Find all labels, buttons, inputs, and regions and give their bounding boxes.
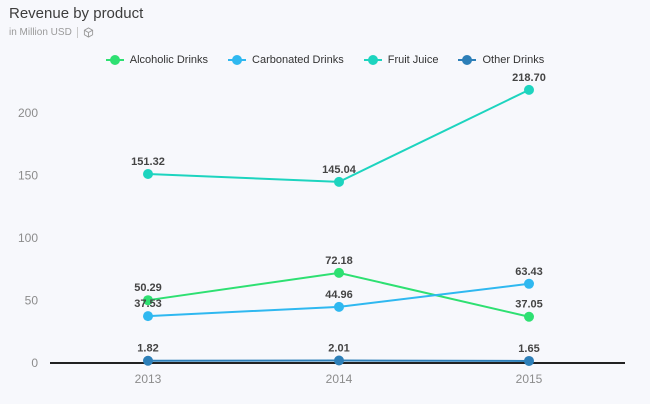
data-label: 72.18 <box>325 255 353 267</box>
data-point[interactable] <box>143 355 153 366</box>
data-label: 37.53 <box>134 298 162 310</box>
x-tick-label: 2014 <box>326 372 353 386</box>
data-label: 1.82 <box>137 343 158 355</box>
legend-label: Alcoholic Drinks <box>129 54 209 66</box>
legend-item[interactable]: Carbonated Drinks <box>228 54 344 66</box>
y-tick-label: 50 <box>25 294 39 308</box>
data-point[interactable] <box>143 169 153 180</box>
y-tick-label: 100 <box>18 231 38 245</box>
data-point[interactable] <box>143 295 153 306</box>
y-tick-label: 0 <box>31 356 38 370</box>
legend-marker <box>105 55 124 65</box>
data-point[interactable] <box>524 278 534 289</box>
chart-subtitle-row: in Million USD <box>9 27 94 38</box>
legend-item[interactable]: Other Drinks <box>458 54 544 66</box>
data-label: 1.65 <box>518 343 539 355</box>
data-point[interactable] <box>334 301 344 312</box>
data-label: 50.29 <box>134 282 162 294</box>
chart-legend: Alcoholic Drinks Carbonated Drinks Fruit J… <box>0 54 650 66</box>
legend-item[interactable]: Alcoholic Drinks <box>105 54 209 66</box>
x-tick-label: 2015 <box>516 372 543 386</box>
data-label: 151.32 <box>131 156 165 168</box>
legend-label: Fruit Juice <box>387 54 439 66</box>
data-point[interactable] <box>524 355 534 366</box>
cube-icon <box>83 27 93 38</box>
legend-item[interactable]: Fruit Juice <box>363 54 439 66</box>
data-label: 44.96 <box>325 289 353 301</box>
data-point[interactable] <box>334 267 344 278</box>
chart-title: Revenue by product <box>9 5 144 22</box>
data-point[interactable] <box>524 84 534 95</box>
data-label: 37.05 <box>515 299 543 311</box>
legend-marker <box>228 55 247 65</box>
subtitle-divider <box>76 27 78 38</box>
data-label: 63.43 <box>515 266 543 278</box>
data-label: 218.70 <box>512 72 546 84</box>
data-point[interactable] <box>334 355 344 366</box>
chart-subtitle: in Million USD <box>9 27 72 38</box>
data-label: 2.01 <box>328 342 349 354</box>
data-point[interactable] <box>524 311 534 322</box>
data-point[interactable] <box>143 311 153 322</box>
data-label: 145.04 <box>322 164 357 176</box>
legend-marker <box>458 55 477 65</box>
x-tick-label: 2013 <box>135 372 162 386</box>
y-tick-label: 200 <box>18 106 38 120</box>
legend-label: Carbonated Drinks <box>252 54 344 66</box>
data-point[interactable] <box>334 176 344 187</box>
y-tick-label: 150 <box>18 169 38 183</box>
legend-marker <box>363 55 382 65</box>
legend-label: Other Drinks <box>482 54 545 66</box>
